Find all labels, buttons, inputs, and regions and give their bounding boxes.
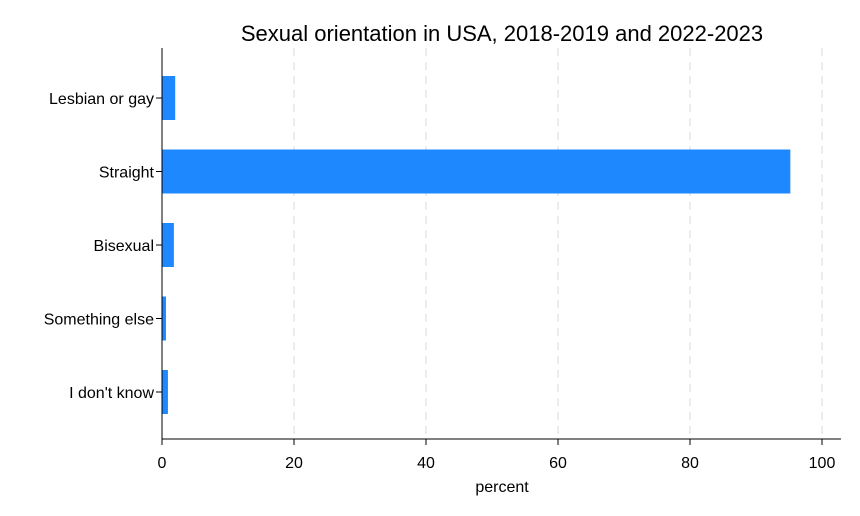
bar	[162, 76, 176, 120]
x-tick-label: 60	[549, 455, 567, 472]
x-tick-label: 20	[285, 455, 303, 472]
x-axis-label: percent	[475, 479, 529, 496]
bars	[162, 76, 791, 414]
grid-lines	[293, 48, 823, 439]
bar	[162, 223, 174, 267]
category-label: Something else	[44, 312, 154, 329]
x-tick-label: 80	[681, 455, 699, 472]
x-tick-label: 0	[158, 455, 167, 472]
category-label: Lesbian or gay	[49, 91, 154, 108]
category-label: I don't know	[69, 385, 154, 402]
x-ticks: 0 20 40 60 80 100	[158, 439, 836, 472]
category-label: Bisexual	[94, 238, 154, 255]
x-tick-label: 40	[417, 455, 435, 472]
category-label: Straight	[99, 165, 155, 182]
bar	[162, 149, 791, 194]
category-labels: Lesbian or gay Straight Bisexual Something …	[44, 91, 162, 402]
bar	[162, 296, 166, 341]
chart-title: Sexual orientation in USA, 2018-2019 and…	[241, 21, 763, 46]
bar	[162, 370, 168, 414]
x-tick-label: 100	[809, 455, 836, 472]
